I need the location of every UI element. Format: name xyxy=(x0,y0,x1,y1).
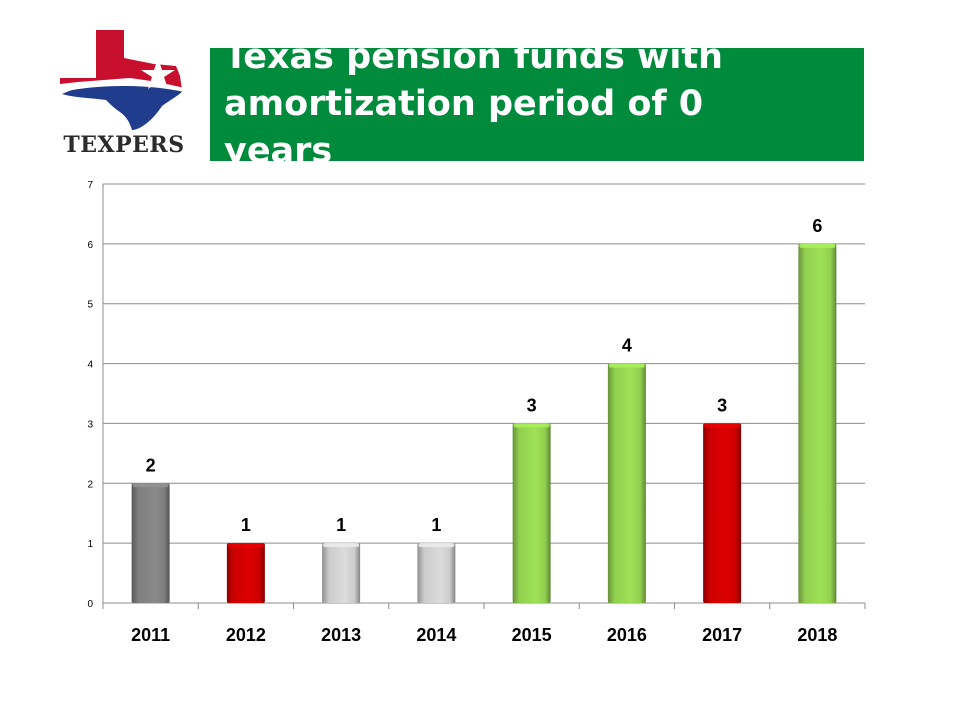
x-tick-label: 2011 xyxy=(131,625,170,645)
x-tick-label: 2016 xyxy=(607,625,647,645)
x-tick-label: 2014 xyxy=(416,625,456,645)
data-label: 1 xyxy=(241,515,251,535)
y-tick-label: 1 xyxy=(87,539,93,550)
bar-cap xyxy=(132,483,169,488)
texas-map-icon xyxy=(60,30,184,130)
title-banner: Texas pension funds with amortization pe… xyxy=(210,37,864,171)
x-tick-label: 2012 xyxy=(226,625,266,645)
y-tick-label: 2 xyxy=(87,479,93,490)
x-tick-label: 2017 xyxy=(702,625,742,645)
y-tick-label: 5 xyxy=(87,300,93,311)
bar-cap xyxy=(227,543,264,548)
bar xyxy=(322,543,361,603)
bar xyxy=(512,423,551,603)
bar-cap xyxy=(704,423,741,428)
y-tick-label: 3 xyxy=(87,419,93,430)
bar-cap xyxy=(608,363,645,368)
data-label: 3 xyxy=(527,395,537,415)
bar-cap xyxy=(513,423,550,428)
bar xyxy=(798,243,837,603)
y-tick-label: 7 xyxy=(87,180,93,191)
bar-cap xyxy=(799,243,836,248)
bar xyxy=(417,543,456,603)
y-tick-label: 0 xyxy=(87,599,93,610)
bar xyxy=(703,423,742,603)
y-tick-label: 6 xyxy=(87,240,93,251)
bar xyxy=(607,363,646,603)
texpers-logo: TEXPERS xyxy=(58,28,190,164)
x-tick-label: 2015 xyxy=(512,625,552,645)
bar-cap xyxy=(323,543,360,548)
data-label: 6 xyxy=(812,216,822,236)
y-tick-label: 4 xyxy=(87,360,93,371)
data-label: 1 xyxy=(336,515,346,535)
x-tick-label: 2018 xyxy=(797,625,837,645)
bar-cap xyxy=(418,543,455,548)
data-label: 3 xyxy=(717,395,727,415)
x-tick-label: 2013 xyxy=(321,625,361,645)
data-label: 1 xyxy=(431,515,441,535)
logo-text: TEXPERS xyxy=(63,132,185,158)
bar xyxy=(131,483,170,603)
chart-title: Texas pension funds with amortization pe… xyxy=(224,37,723,171)
data-label: 4 xyxy=(622,336,632,356)
data-label: 2 xyxy=(146,455,156,475)
bar xyxy=(226,543,265,603)
